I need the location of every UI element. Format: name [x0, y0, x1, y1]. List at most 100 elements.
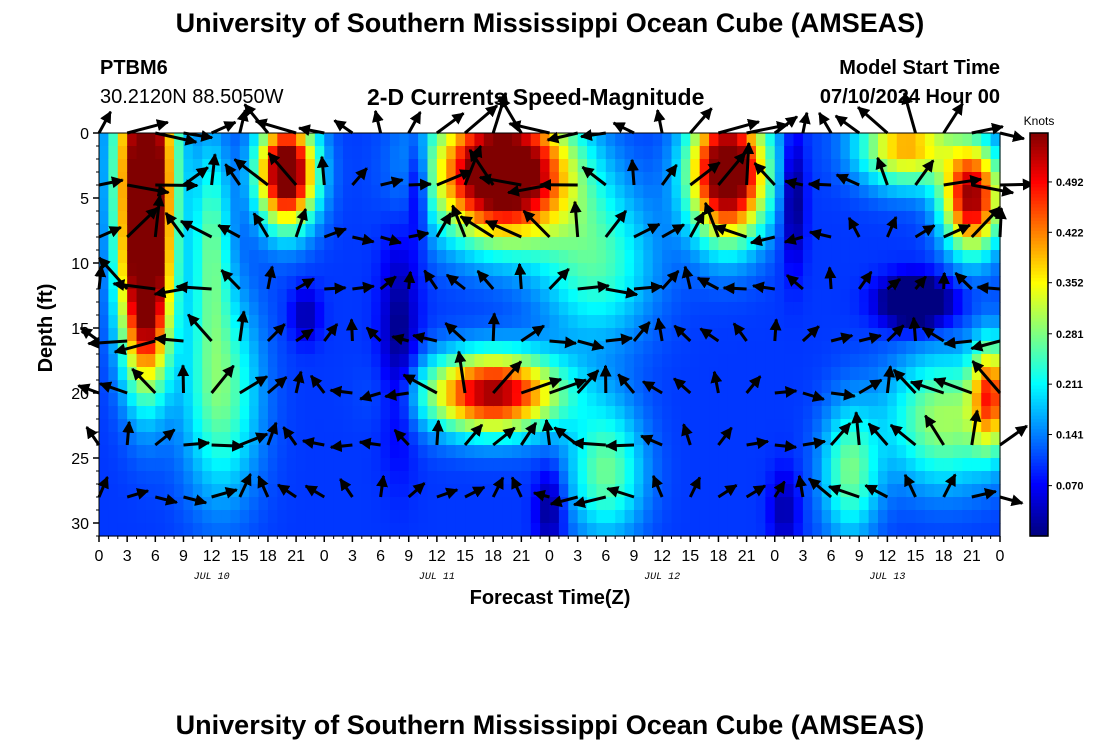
heatmap-cell — [371, 419, 382, 433]
heatmap-cell — [258, 328, 269, 342]
heatmap-cell — [840, 315, 851, 329]
heatmap-cell — [784, 523, 795, 537]
heatmap-cell — [568, 523, 579, 537]
heatmap-cell — [99, 341, 109, 355]
heatmap-cell — [277, 393, 288, 407]
heatmap-cell — [755, 406, 766, 420]
heatmap-cell — [465, 523, 476, 537]
current-vector — [282, 426, 298, 446]
current-vector — [549, 336, 578, 349]
heatmap-cell — [436, 302, 447, 316]
heatmap-cell — [408, 146, 419, 160]
current-vector — [112, 279, 156, 292]
heatmap-cell — [540, 237, 551, 251]
heatmap-cell — [127, 263, 138, 277]
heatmap-cell — [934, 419, 945, 433]
heatmap-cell — [399, 250, 410, 264]
heatmap-cell — [99, 159, 109, 173]
current-vector — [236, 310, 249, 342]
heatmap-cell — [821, 289, 832, 303]
heatmap-cell — [643, 328, 654, 342]
heatmap-cell — [680, 289, 691, 303]
heatmap-cell — [962, 198, 973, 212]
heatmap-cell — [389, 523, 400, 537]
heatmap-cell — [840, 497, 851, 511]
current-vector — [713, 223, 748, 239]
colorbar-tick-label: 0.352 — [1056, 278, 1084, 290]
heatmap-cell — [408, 198, 419, 212]
heatmap-cell — [802, 198, 813, 212]
heatmap-cell — [296, 276, 307, 290]
heatmap-cell — [474, 367, 485, 381]
heatmap-cell — [727, 406, 738, 420]
heatmap-cell — [455, 302, 466, 316]
current-vector — [605, 333, 634, 346]
heatmap-cell — [145, 185, 156, 199]
heatmap-cell — [652, 172, 663, 186]
colorbar-swatch — [1030, 297, 1048, 302]
heatmap-cell — [680, 276, 691, 290]
heatmap-cell — [746, 432, 757, 446]
heatmap-cell — [953, 315, 964, 329]
heatmap-cell — [877, 172, 888, 186]
heatmap-cell — [605, 380, 616, 394]
heatmap-cell — [155, 224, 166, 238]
heatmap-cell — [971, 497, 982, 511]
heatmap-cell — [511, 250, 522, 264]
heatmap-cell — [605, 185, 616, 199]
heatmap-cell — [192, 198, 203, 212]
heatmap-cell — [136, 354, 147, 368]
heatmap-cell — [906, 341, 917, 355]
heatmap-cell — [558, 146, 569, 160]
heatmap-cell — [549, 172, 560, 186]
heatmap-cell — [127, 458, 138, 472]
heatmap-cell — [727, 510, 738, 524]
heatmap-cell — [371, 263, 382, 277]
heatmap-cell — [746, 276, 757, 290]
heatmap-cell — [849, 302, 860, 316]
heatmap-cell — [784, 341, 795, 355]
current-vector — [277, 483, 297, 499]
heatmap-cell — [155, 367, 166, 381]
heatmap-cell — [361, 146, 372, 160]
heatmap-cell — [859, 393, 870, 407]
heatmap-cell — [953, 289, 964, 303]
heatmap-cell — [802, 419, 813, 433]
current-vector — [210, 364, 235, 394]
heatmap-cell — [333, 211, 344, 225]
heatmap-cell — [436, 146, 447, 160]
heatmap-cell — [849, 172, 860, 186]
heatmap-cell — [652, 263, 663, 277]
current-vector — [626, 158, 639, 186]
current-vector — [264, 265, 277, 290]
colorbar-swatch — [1030, 183, 1048, 188]
heatmap-cell — [436, 198, 447, 212]
heatmap-cell — [755, 367, 766, 381]
heatmap-cell — [361, 445, 372, 459]
heatmap-cell — [652, 237, 663, 251]
heatmap-cell — [718, 198, 729, 212]
heatmap-cell — [408, 510, 419, 524]
colorbar-swatch — [1030, 408, 1048, 413]
heatmap-cell — [709, 198, 720, 212]
heatmap-cell — [774, 276, 785, 290]
heatmap-cell — [812, 302, 823, 316]
heatmap-cell — [183, 276, 194, 290]
heatmap-cell — [164, 419, 175, 433]
heatmap-cell — [915, 458, 926, 472]
heatmap-cell — [877, 510, 888, 524]
current-vector — [642, 380, 663, 395]
colorbar-tick-label: 0.492 — [1056, 177, 1084, 189]
heatmap-cell — [709, 471, 720, 485]
heatmap-cell — [465, 354, 476, 368]
heatmap-cell — [727, 367, 738, 381]
heatmap-cell — [615, 315, 626, 329]
heatmap-cell — [530, 263, 541, 277]
heatmap-cell — [145, 432, 156, 446]
heatmap-cell — [896, 432, 907, 446]
heatmap-cell — [145, 354, 156, 368]
heatmap-cell — [174, 406, 185, 420]
heatmap-cell — [605, 432, 616, 446]
heatmap-cell — [906, 445, 917, 459]
heatmap-cell — [145, 237, 156, 251]
